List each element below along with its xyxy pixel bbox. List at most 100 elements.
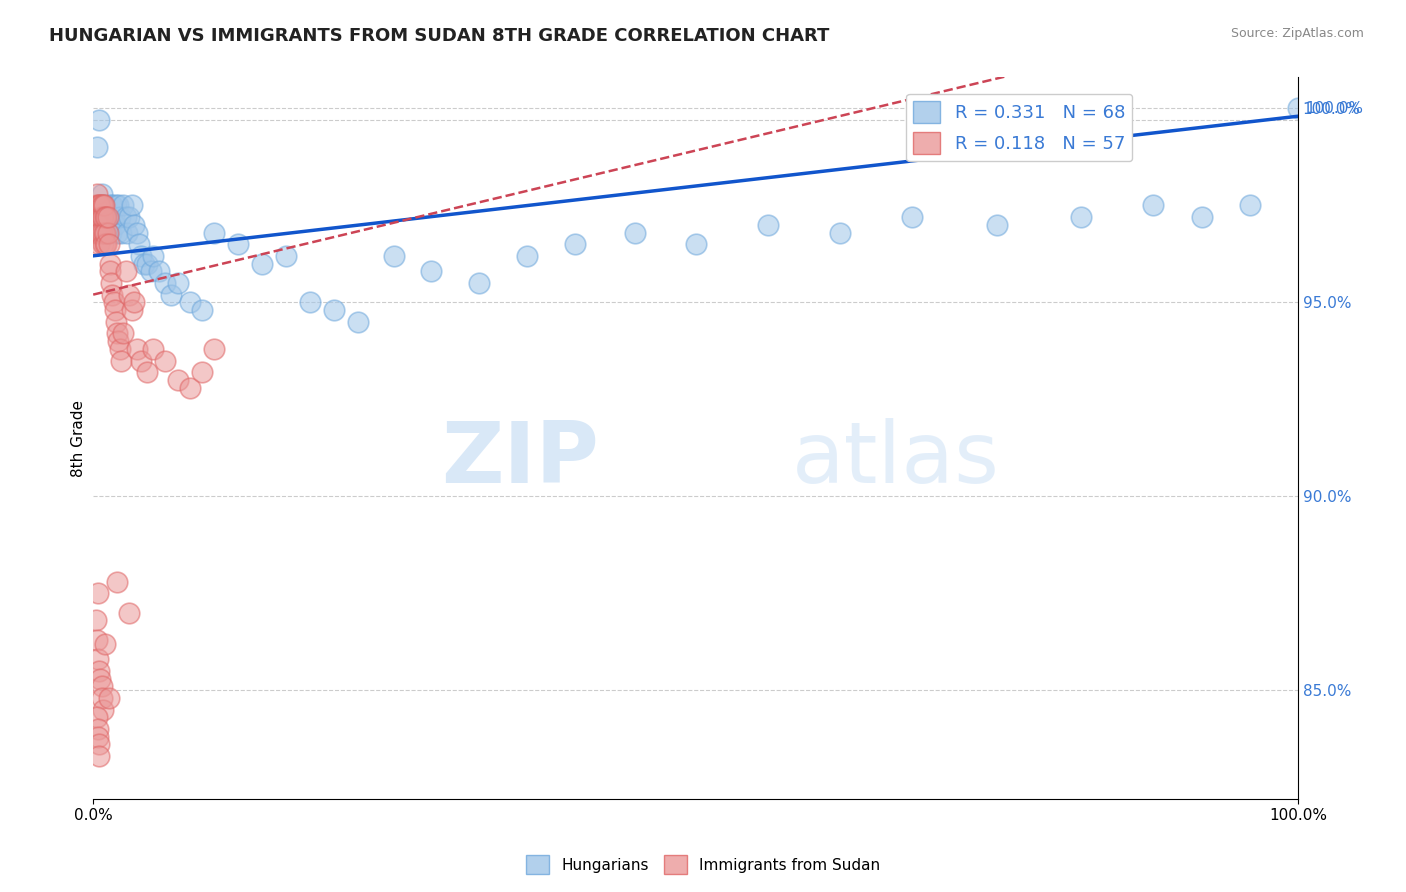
Point — [756, 218, 779, 232]
Point — [86, 210, 108, 224]
Point — [97, 226, 120, 240]
Point — [125, 342, 148, 356]
Point — [108, 210, 131, 224]
Point — [90, 679, 112, 693]
Point — [105, 326, 128, 341]
Point — [107, 198, 129, 212]
Point — [132, 257, 155, 271]
Point — [94, 206, 117, 220]
Point — [90, 198, 112, 212]
Point — [105, 574, 128, 589]
Point — [101, 210, 124, 224]
Point — [84, 613, 107, 627]
Point — [139, 264, 162, 278]
Point — [105, 226, 128, 240]
Point — [125, 226, 148, 240]
Point — [1191, 210, 1213, 224]
Point — [516, 249, 538, 263]
Point — [105, 315, 128, 329]
Point — [97, 210, 120, 224]
Point — [110, 226, 132, 240]
Point — [101, 198, 124, 212]
Point — [97, 226, 120, 240]
Point — [87, 652, 110, 666]
Point — [467, 276, 489, 290]
Point — [419, 264, 441, 278]
Point — [87, 586, 110, 600]
Point — [94, 637, 117, 651]
Text: 100.0%: 100.0% — [1305, 101, 1362, 116]
Point — [86, 186, 108, 201]
Point — [382, 249, 405, 263]
Point — [128, 237, 150, 252]
Point — [136, 257, 159, 271]
Point — [93, 198, 115, 212]
Point — [87, 226, 110, 240]
Point — [84, 198, 107, 212]
Point — [179, 381, 201, 395]
Point — [624, 226, 647, 240]
Point — [160, 287, 183, 301]
Point — [98, 257, 121, 271]
Point — [1070, 210, 1092, 224]
Point — [118, 210, 141, 224]
Point — [87, 722, 110, 736]
Point — [90, 186, 112, 201]
Point — [131, 249, 153, 263]
Y-axis label: 8th Grade: 8th Grade — [72, 400, 86, 476]
Point — [89, 237, 111, 252]
Text: ZIP: ZIP — [441, 418, 599, 501]
Point — [155, 276, 177, 290]
Point — [142, 342, 165, 356]
Point — [100, 198, 122, 212]
Point — [115, 226, 138, 240]
Point — [274, 249, 297, 263]
Point — [89, 198, 111, 212]
Point — [166, 276, 188, 290]
Point — [96, 237, 118, 252]
Point — [118, 606, 141, 620]
Point — [114, 210, 136, 224]
Point — [89, 198, 111, 212]
Point — [89, 218, 111, 232]
Point — [89, 226, 111, 240]
Legend: R = 0.331   N = 68, R = 0.118   N = 57: R = 0.331 N = 68, R = 0.118 N = 57 — [905, 94, 1132, 161]
Point — [89, 210, 111, 224]
Point — [179, 295, 201, 310]
Point — [98, 218, 121, 232]
Point — [104, 218, 127, 232]
Point — [90, 210, 112, 224]
Point — [94, 226, 117, 240]
Point — [1142, 198, 1164, 212]
Point — [166, 373, 188, 387]
Point — [114, 264, 136, 278]
Point — [112, 326, 135, 341]
Point — [86, 140, 108, 154]
Point — [91, 210, 114, 224]
Point — [91, 237, 114, 252]
Point — [202, 226, 225, 240]
Point — [323, 303, 346, 318]
Point — [1239, 198, 1261, 212]
Point — [94, 210, 117, 224]
Point — [89, 664, 111, 678]
Point — [96, 210, 118, 224]
Point — [250, 257, 273, 271]
Point — [118, 287, 141, 301]
Point — [108, 342, 131, 356]
Point — [142, 249, 165, 263]
Point — [93, 198, 115, 212]
Text: HUNGARIAN VS IMMIGRANTS FROM SUDAN 8TH GRADE CORRELATION CHART: HUNGARIAN VS IMMIGRANTS FROM SUDAN 8TH G… — [49, 27, 830, 45]
Point — [112, 198, 135, 212]
Point — [148, 264, 170, 278]
Point — [299, 295, 322, 310]
Point — [89, 113, 111, 128]
Legend: Hungarians, Immigrants from Sudan: Hungarians, Immigrants from Sudan — [520, 849, 886, 880]
Point — [190, 303, 212, 318]
Point — [901, 210, 924, 224]
Point — [90, 690, 112, 705]
Point — [89, 672, 111, 686]
Point — [986, 218, 1008, 232]
Point — [131, 353, 153, 368]
Point — [121, 303, 143, 318]
